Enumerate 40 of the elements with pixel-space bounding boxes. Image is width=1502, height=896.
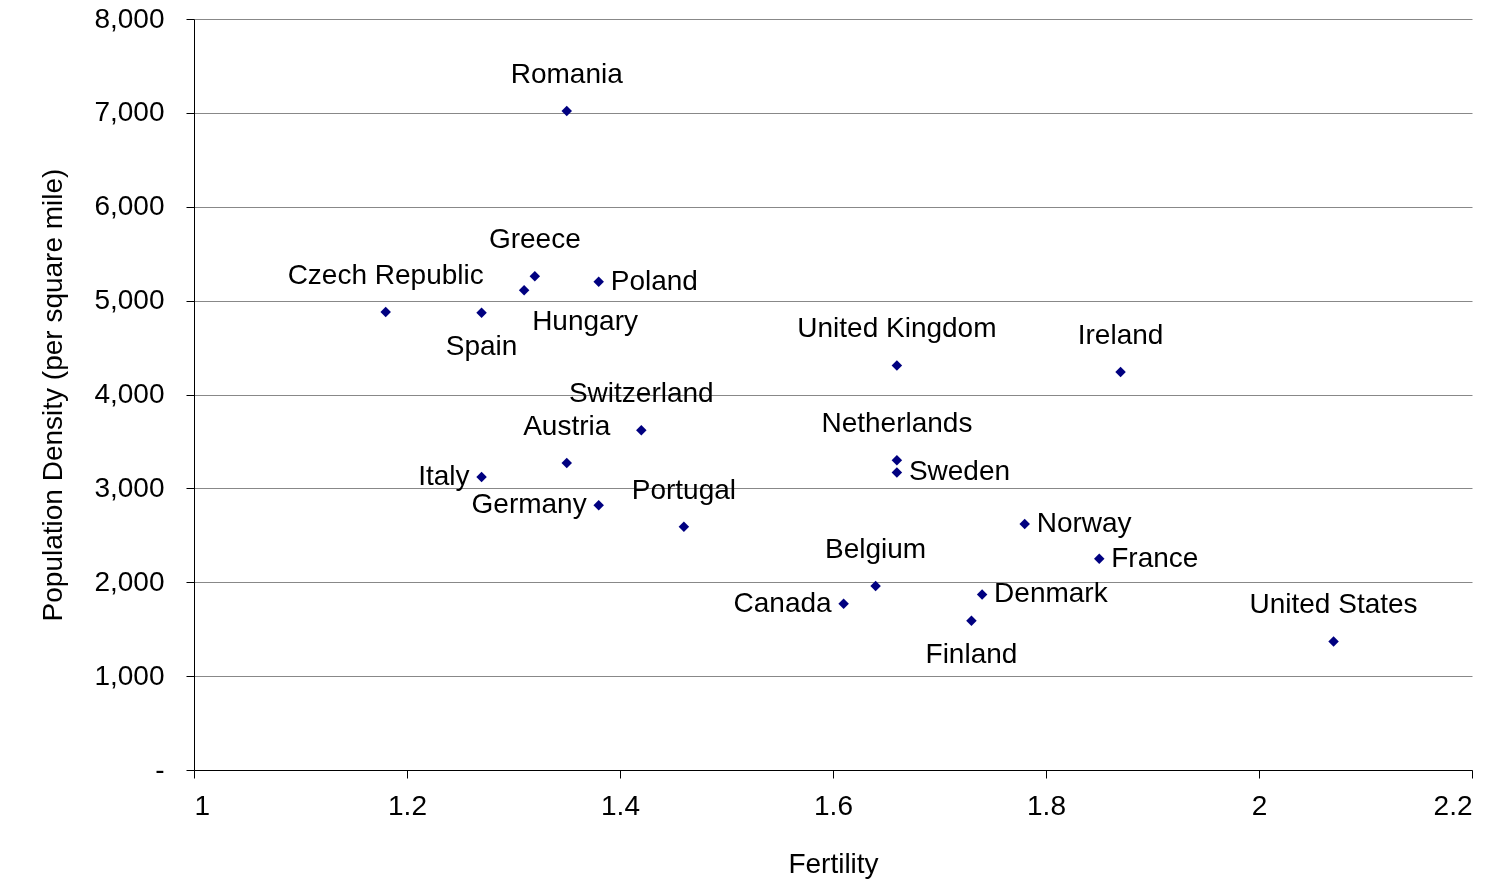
x-axis-title: Fertility [788,847,879,879]
annotation: United States [1249,588,1418,620]
y-tick-label: - [155,753,165,785]
annotation: Ireland [1077,318,1164,350]
annotation: Netherlands [821,407,973,439]
x-tick-label: 1.4 [601,789,640,821]
annotation: Austria [523,410,611,442]
annotation: Greece [488,223,581,255]
annotation: Romania [510,58,624,89]
annotation: Finland [925,637,1018,669]
x-tick-label: 1 [194,789,211,821]
y-tick-label: 8,000 [94,2,165,34]
annotation: Canada [733,586,833,618]
y-tick-label: 5,000 [94,284,165,316]
annotation: Portugal [631,473,737,505]
annotation: Germany [471,488,587,520]
annotation: Hungary [532,305,638,337]
x-tick-label: 1.6 [814,789,853,821]
x-tick-label: 1.2 [388,789,427,821]
y-tick-label: 1,000 [94,659,165,691]
x-tick-label: 1.8 [1027,789,1066,821]
y-axis-title: Population Density (per square mile) [37,168,69,622]
y-tick-label: 3,000 [94,471,165,503]
annotation: Switzerland [568,377,714,409]
annotation: Spain [445,329,518,361]
annotation: Italy [418,460,470,492]
y-tick-label: 7,000 [94,96,165,128]
annotation: United Kingdom [797,312,997,344]
annotation: Norway [1036,507,1132,539]
annotation: Sweden [908,455,1011,487]
annotation: Denmark [994,577,1109,609]
annotation: Czech Republic [287,258,484,290]
annotation: Belgium [825,533,927,565]
annotation: Poland [610,264,698,296]
y-tick-label: 6,000 [94,190,165,222]
x-tick-label: 2.2 [1433,789,1473,821]
y-tick-label: 4,000 [94,378,165,409]
annotation: France [1111,541,1199,573]
y-tick-label: 2,000 [94,565,165,597]
x-tick-label: 2 [1251,789,1268,821]
